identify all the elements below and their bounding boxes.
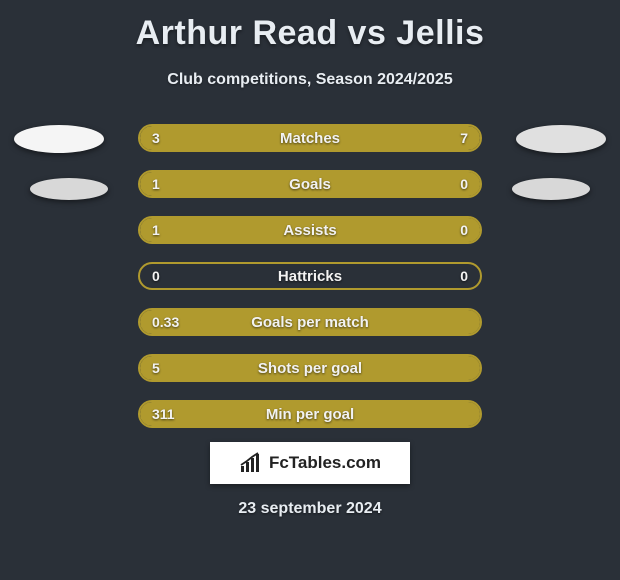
bar-label: Matches xyxy=(140,126,480,150)
club-right-avatar xyxy=(512,178,590,200)
stat-row: 0.33Goals per match xyxy=(138,308,482,336)
page-title: Arthur Read vs Jellis xyxy=(0,0,620,53)
player-left-avatar xyxy=(14,125,104,153)
stat-row: 37Matches xyxy=(138,124,482,152)
bar-label: Shots per goal xyxy=(140,356,480,380)
date-text: 23 september 2024 xyxy=(0,500,620,518)
brand-box: FcTables.com xyxy=(210,442,410,484)
player-right-avatar xyxy=(516,125,606,153)
comparison-bars: 37Matches 10Goals 10Assists 00Hattricks 0.33… xyxy=(138,124,482,446)
stat-row: 5Shots per goal xyxy=(138,354,482,382)
stat-row: 00Hattricks xyxy=(138,262,482,290)
bar-label: Hattricks xyxy=(140,264,480,288)
subtitle: Club competitions, Season 2024/2025 xyxy=(0,71,620,89)
brand-text: FcTables.com xyxy=(269,453,381,473)
bar-label: Assists xyxy=(140,218,480,242)
bar-label: Goals per match xyxy=(140,310,480,334)
stat-row: 10Assists xyxy=(138,216,482,244)
logo-icon xyxy=(239,452,263,474)
bar-label: Min per goal xyxy=(140,402,480,426)
stat-row: 10Goals xyxy=(138,170,482,198)
club-left-avatar xyxy=(30,178,108,200)
stat-row: 311Min per goal xyxy=(138,400,482,428)
bar-label: Goals xyxy=(140,172,480,196)
